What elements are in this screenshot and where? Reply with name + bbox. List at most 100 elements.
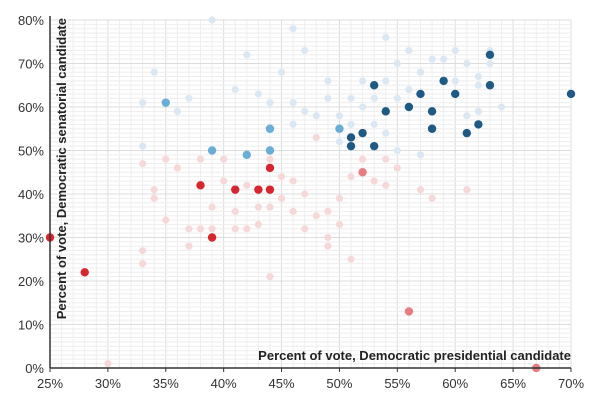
data-point [231, 86, 239, 94]
data-point [393, 164, 401, 172]
data-point [382, 129, 390, 137]
data-point [451, 77, 459, 85]
data-point [463, 112, 471, 120]
y-tick-label: 20% [18, 274, 44, 289]
data-point [139, 99, 147, 107]
data-point [301, 107, 309, 115]
data-point [231, 207, 239, 215]
data-point [312, 112, 320, 120]
y-tick-label: 50% [18, 144, 44, 159]
data-point [359, 77, 367, 85]
data-point [347, 94, 355, 102]
data-point [173, 164, 181, 172]
data-point [220, 177, 228, 185]
y-tick-label: 30% [18, 231, 44, 246]
data-point [312, 212, 320, 220]
data-point [312, 133, 320, 142]
data-point [196, 181, 205, 190]
y-axis-title: Percent of vote, Democratic senatorial c… [54, 18, 69, 319]
data-point [451, 89, 460, 99]
data-point [289, 207, 297, 215]
data-point [324, 94, 332, 102]
data-point [265, 185, 275, 194]
x-tick-label: 50% [326, 376, 352, 391]
data-point [405, 86, 413, 94]
data-point [335, 112, 344, 120]
x-tick-label: 55% [384, 376, 410, 391]
data-point [428, 194, 436, 202]
data-point [162, 216, 170, 224]
data-point [347, 255, 355, 263]
data-point [497, 103, 506, 111]
data-point [266, 155, 274, 163]
data-point [185, 242, 193, 250]
data-point [416, 186, 425, 194]
data-point [566, 89, 576, 99]
data-point [243, 51, 251, 59]
data-point [254, 203, 262, 211]
data-point [324, 242, 332, 250]
data-point [301, 190, 309, 198]
data-point [439, 76, 448, 86]
x-tick-label: 40% [211, 376, 237, 391]
data-point [404, 102, 414, 112]
data-point [254, 90, 262, 98]
data-point [265, 124, 275, 133]
data-point [277, 173, 286, 181]
data-point [139, 260, 147, 268]
axes-layer [49, 16, 571, 369]
y-tick-label: 40% [18, 187, 44, 202]
data-point [346, 133, 356, 142]
data-point [139, 142, 147, 150]
grid-layer [49, 19, 572, 369]
data-point [335, 194, 344, 202]
data-point [382, 181, 390, 189]
data-point [486, 59, 494, 68]
data-point [428, 55, 436, 63]
data-point [265, 163, 275, 173]
data-point [231, 185, 240, 194]
data-point [369, 81, 379, 90]
data-point [393, 59, 401, 68]
data-point [277, 68, 286, 76]
data-point [139, 246, 147, 255]
data-point [358, 168, 367, 177]
data-point [208, 16, 216, 24]
data-point [359, 103, 367, 111]
x-tick-label: 30% [95, 376, 121, 391]
data-point [416, 151, 425, 159]
data-point [359, 155, 367, 163]
x-tick-label: 65% [500, 376, 526, 391]
data-point [382, 77, 390, 85]
data-point [243, 181, 251, 189]
data-point [185, 225, 193, 233]
data-point [474, 107, 482, 115]
data-point [405, 46, 413, 55]
data-point [208, 225, 216, 233]
data-point [220, 155, 228, 163]
data-point [266, 99, 274, 107]
x-tick-label: 25% [37, 376, 63, 391]
x-tick-label: 70% [558, 376, 584, 391]
data-point [427, 107, 437, 116]
data-point [207, 146, 217, 155]
data-point [208, 203, 216, 211]
data-point [347, 120, 355, 128]
data-point [266, 203, 274, 211]
data-point [393, 146, 401, 155]
data-point [427, 124, 437, 133]
data-point [485, 50, 495, 59]
y-tick-label: 0% [25, 361, 44, 376]
data-point [254, 185, 263, 194]
data-point [335, 220, 344, 229]
data-point [150, 68, 158, 76]
data-point [335, 124, 344, 133]
data-point [474, 120, 483, 129]
data-point [381, 107, 390, 116]
y-tick-label: 60% [18, 100, 44, 115]
data-point [161, 98, 170, 107]
data-point [173, 107, 181, 115]
data-point [358, 128, 367, 138]
data-point [185, 94, 193, 102]
